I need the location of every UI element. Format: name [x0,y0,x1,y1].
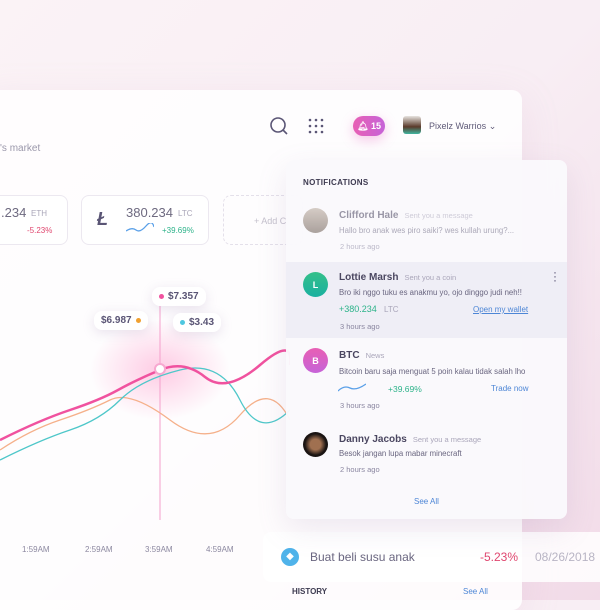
sparkline [338,383,366,392]
more-options-icon[interactable]: · · · [553,265,557,287]
notification-message: Bitcoin baru saja menguat 5 poin kalau t… [339,367,526,376]
tooltip-2: $7.357 [152,287,206,306]
series-line-teal [0,367,290,461]
x-axis-label: 4:59AM [206,545,234,554]
user-menu[interactable]: Pixelz Warrios ⌄ [429,121,496,132]
history-title: HISTORY [292,587,328,596]
tooltip-3: $3.43 [173,313,222,332]
coin-change: +39.69% [162,226,194,235]
coin-unit: LTC [178,209,193,218]
ethereum-icon: ◆ [281,548,299,566]
avatar [303,432,328,457]
litecoin-icon: Ł [97,209,108,229]
notification-message: Besok jangan lupa mabar minecraft [339,449,462,458]
coin-card-eth[interactable]: .234 ETH -5.23% [0,195,68,245]
transaction-label: Buat beli susu anak [310,550,415,564]
search-icon[interactable] [269,116,289,136]
tooltip-1: $6.987 [94,311,148,330]
x-axis-label: 1:59AM [22,545,50,554]
price-chart [0,300,290,520]
transaction-row[interactable]: ◆ Buat beli susu anak -5.23% 08/26/2018 [263,532,600,582]
notifications-title: NOTIFICATIONS [303,178,369,187]
avatar [303,208,328,233]
coin-change: -5.23% [27,226,53,235]
notification-message: Bro iki nggo tuku es anakmu yo, ojo ding… [339,288,522,297]
coin-unit: ETH [31,209,47,218]
transaction-date: 08/26/2018 [535,550,596,564]
coin-value: .234 [1,205,27,220]
see-all-notifications[interactable]: See All [414,497,439,506]
page-subtitle: 's market [0,143,41,154]
notification-item[interactable]: Danny Jacobs Sent you a message Besok jan… [286,424,567,484]
apps-grid-icon[interactable] [308,118,324,134]
transaction-change: -5.23% [480,550,519,564]
x-axis-label: 3:59AM [145,545,173,554]
avatar: L [303,272,328,297]
data-point[interactable] [154,363,166,375]
notification-time: 3 hours ago [340,401,380,410]
notification-time: 2 hours ago [340,465,380,474]
coin-change: +39.69% [388,384,422,394]
coin-amount: +380.234 [339,304,377,314]
coin-unit: LTC [384,305,399,314]
notification-time: 3 hours ago [340,322,380,331]
notification-time: 2 hours ago [340,242,380,251]
notifications-button[interactable]: 🔔︎ 15 [353,116,385,136]
notification-item[interactable]: L Lottie Marsh Sent you a coin · · · Bro ik… [286,262,567,338]
notification-count: 15 [370,121,381,131]
open-wallet-link[interactable]: Open my wallet [473,305,529,314]
bell-icon: 🔔︎ [357,120,369,131]
notification-item[interactable]: Clifford Hale Sent you a message Hallo br… [286,200,567,262]
user-name: Pixelz Warrios [429,121,487,131]
x-axis-label: 2:59AM [85,545,113,554]
coin-value: 380.234 [126,205,173,220]
user-avatar[interactable] [403,116,421,134]
avatar: B [303,348,328,373]
add-coin-label: + Add C [254,216,287,226]
trade-now-link[interactable]: Trade now [491,384,529,393]
notifications-panel: NOTIFICATIONS Clifford Hale Sent you a me… [286,160,567,519]
sparkline [126,223,154,232]
history-see-all[interactable]: See All [463,587,488,596]
coin-card-ltc[interactable]: Ł 380.234 LTC +39.69% [81,195,209,245]
notification-item[interactable]: B BTC News Bitcoin baru saja menguat 5 po… [286,338,567,424]
notification-message: Hallo bro anak wes piro saiki? wes kulla… [339,226,515,235]
chevron-down-icon: ⌄ [488,121,497,131]
